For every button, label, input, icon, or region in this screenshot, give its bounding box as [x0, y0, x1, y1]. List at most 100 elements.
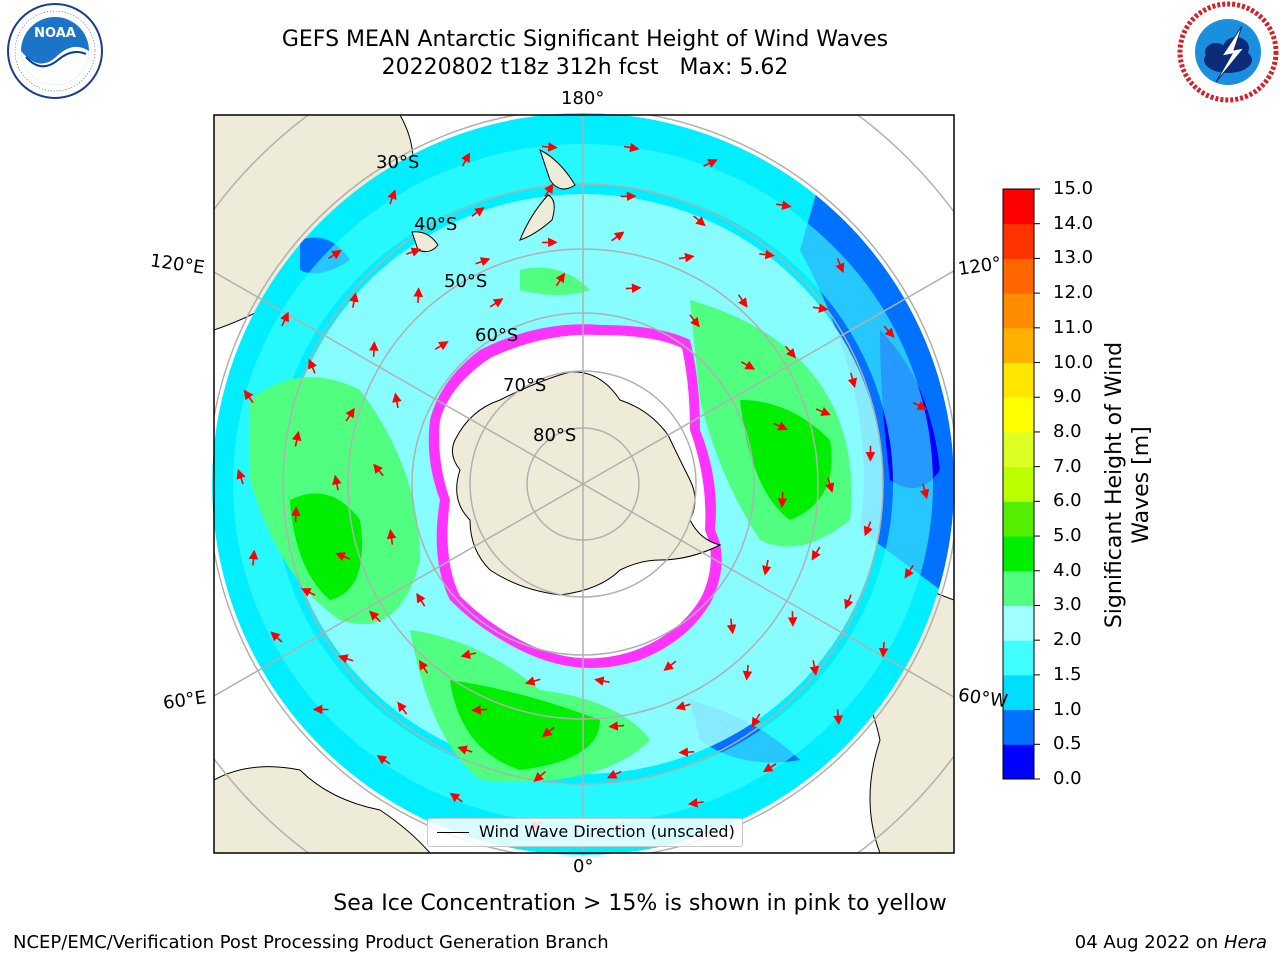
nws-logo: [1177, 1, 1279, 103]
wave-direction-arrow: [236, 469, 246, 485]
wave-direction-arrow: [912, 401, 928, 410]
wave-direction-arrow: [349, 292, 359, 308]
wave-direction-arrow: [703, 159, 718, 168]
wave-direction-arrow: [762, 559, 772, 576]
wave-direction-arrow: [678, 252, 695, 263]
wave-direction-arrow: [461, 152, 471, 167]
colorbar-band: [1003, 327, 1034, 364]
wave-direction-arrow: [759, 249, 775, 260]
lat-label-60s: 60°S: [475, 325, 518, 346]
wave-direction-arrow: [675, 701, 691, 711]
wave-direction-arrow: [812, 303, 829, 313]
chart-title: GEFS MEAN Antarctic Significant Height o…: [281, 27, 889, 52]
lon-label-0: 0°: [573, 856, 594, 877]
lat-label-50s: 50°S: [444, 271, 487, 292]
wave-direction-arrow: [726, 618, 737, 635]
wave-direction-arrow: [608, 721, 625, 731]
colorbar-label-line2: Waves [m]: [1129, 426, 1154, 544]
wave-direction-arrow: [475, 257, 491, 267]
colorbar-band: [1003, 570, 1034, 606]
wave-direction-arrow: [815, 407, 831, 416]
wave-direction-arrow: [280, 311, 289, 327]
footer-machine: Hera: [1223, 932, 1267, 953]
wave-direction-arrow: [904, 564, 914, 579]
colorbar-label: Significant Height of Wind Waves [m]: [1101, 342, 1155, 628]
noaa-logo: NOAA: [7, 3, 103, 99]
wave-direction-arrow: [611, 231, 625, 242]
colorbar-tick-label: 0.5: [1053, 733, 1082, 755]
wave-direction-arrow: [292, 430, 302, 447]
wave-direction-arrow: [248, 549, 259, 566]
colorbar-tick-label: 11.0: [1053, 316, 1094, 338]
colorbar-label-line1: Significant Height of Wind: [1102, 341, 1127, 629]
colorbar-band: [1003, 536, 1034, 572]
wave-direction-arrow: [489, 298, 504, 308]
wave-direction-arrow: [663, 660, 677, 671]
colorbar-band: [1003, 674, 1034, 711]
colorbar-band: [1003, 466, 1034, 502]
wave-direction-arrow: [544, 183, 554, 197]
wave-direction-arrow: [762, 763, 777, 773]
wave-direction-arrow: [524, 676, 541, 686]
colorbar-tick-label: 7.0: [1053, 455, 1082, 477]
wave-direction-arrow: [332, 474, 342, 491]
colorbar-tick-label: 15.0: [1053, 178, 1094, 199]
wave-direction-arrow: [847, 372, 858, 389]
wave-direction-arrow: [809, 660, 820, 676]
wave-direction-arrow: [308, 358, 317, 374]
colorbar-tick-label: 9.0: [1053, 386, 1082, 408]
colorbar-tick-label: 0.0: [1053, 768, 1082, 789]
wave-direction-arrow: [825, 477, 835, 493]
wave-direction-arrow: [555, 272, 566, 287]
wave-direction-arrow: [449, 792, 463, 803]
wave-direction-arrow: [751, 713, 761, 728]
wave-direction-arrow: [457, 745, 473, 755]
wave-direction-arrow: [883, 325, 895, 338]
lat-label-30s: 30°S: [376, 152, 419, 173]
wave-direction-arrow: [863, 521, 873, 537]
wave-direction-arrow: [919, 483, 930, 500]
wave-direction-arrow: [471, 705, 488, 715]
wave-direction-arrow: [413, 287, 424, 304]
wave-direction-arrow: [243, 389, 254, 404]
colorbar-tick-label: 13.0: [1053, 247, 1094, 269]
wave-direction-arrow: [687, 798, 704, 808]
wave-direction-arrow: [833, 709, 843, 726]
colorbar-band: [1003, 189, 1034, 225]
wave-direction-arrow: [678, 747, 695, 757]
colorbar-tick-label: 1.5: [1053, 663, 1082, 685]
chart-subtitle: 20220802 t18z 312h fcst Max: 5.62: [381, 55, 789, 80]
colorbar-border: [1002, 188, 1035, 780]
footer-date: 04 Aug 2022 on: [1074, 932, 1224, 953]
colorbar-band: [1003, 640, 1034, 676]
colorbar-tick-label: 14.0: [1053, 212, 1094, 234]
lon-label-180: 180°: [561, 88, 605, 109]
colorbar-band: [1003, 293, 1034, 329]
wave-direction-arrow: [844, 594, 854, 610]
wave-direction-arrow: [373, 463, 384, 477]
wave-direction-arrow: [328, 249, 342, 260]
wave-direction-arrow: [471, 207, 485, 217]
wave-direction-arrow: [338, 654, 354, 664]
wave-direction-arrow: [335, 552, 351, 562]
wave-direction-arrow: [773, 421, 788, 431]
colorbar-band: [1003, 709, 1034, 745]
wind-wave-arrows: [236, 142, 930, 833]
colorbar-tick-label: 12.0: [1053, 282, 1094, 304]
wave-direction-arrow: [541, 726, 555, 738]
wave-direction-arrow: [376, 755, 391, 765]
wave-direction-arrow: [811, 546, 821, 561]
wave-direction-arrow: [397, 701, 408, 715]
lat-label-70s: 70°S: [503, 375, 546, 396]
wave-direction-arrow: [623, 142, 640, 153]
wave-direction-arrow: [369, 610, 381, 623]
wave-direction-arrow: [460, 649, 477, 660]
colorbar-tick-label: 5.0: [1053, 525, 1082, 547]
wave-direction-arrow: [689, 314, 700, 328]
wave-direction-arrow: [777, 492, 788, 508]
sea-ice-note: Sea Ice Concentration > 15% is shown in …: [333, 891, 947, 916]
colorbar-tick-label: 8.0: [1053, 420, 1082, 442]
legend-label: Wind Wave Direction (unscaled): [479, 822, 735, 841]
wave-direction-arrow: [693, 215, 706, 227]
colorbar-tick-label: 4.0: [1053, 559, 1082, 581]
